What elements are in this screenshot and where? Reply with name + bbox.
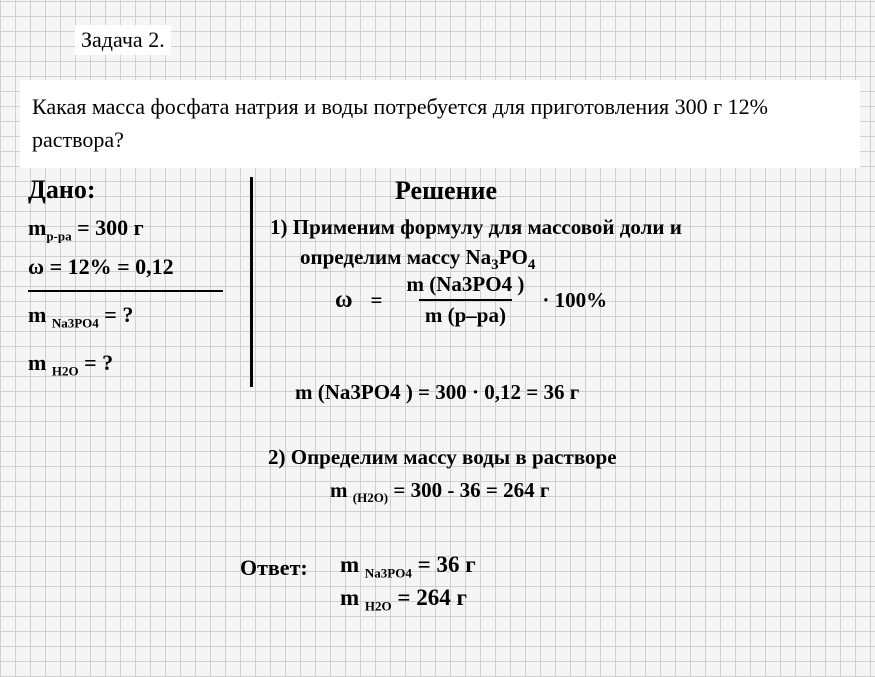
times-100: · 100% bbox=[542, 288, 607, 313]
ans2-post: = 264 г bbox=[392, 585, 467, 610]
ans2-pre: m bbox=[340, 585, 365, 610]
task-title: Задача 2. bbox=[75, 25, 171, 55]
problem-question: Какая масса фосфата натрия и воды потреб… bbox=[20, 80, 860, 168]
given-divider bbox=[28, 290, 223, 292]
fraction-denominator: m (р–ра) bbox=[419, 299, 512, 328]
step1b-after: PO bbox=[499, 245, 528, 269]
given-mass: mр-ра = 300 г bbox=[28, 215, 243, 244]
step1-line2: определим массу Na3PO4 bbox=[300, 245, 535, 274]
find1-sub: Na3PO4 bbox=[52, 316, 99, 331]
find2-sub: H2O bbox=[52, 363, 79, 378]
answer-1: m Na3PO4 = 36 г bbox=[340, 552, 476, 582]
find2-pre: m bbox=[28, 350, 52, 375]
equals-symbol: = bbox=[371, 288, 383, 313]
ans1-post: = 36 г bbox=[412, 552, 476, 577]
fraction: m (Na3PO4 ) m (р–ра) bbox=[401, 272, 531, 328]
find-mass-h2o: m H2O = ? bbox=[28, 350, 243, 379]
calculation-2: m (H2O) = 300 - 36 = 264 г bbox=[330, 478, 549, 506]
solution-header: Решение bbox=[395, 176, 497, 206]
mass-subscript: р-ра bbox=[46, 228, 71, 243]
calc2-pre: m bbox=[330, 478, 353, 502]
answer-2: m H2O = 264 г bbox=[340, 585, 467, 615]
given-header: Дано: bbox=[28, 175, 243, 205]
calculation-1: m (Na3PO4 ) = 300 · 0,12 = 36 г bbox=[295, 380, 579, 405]
step1b-text: определим массу Na bbox=[300, 245, 491, 269]
step1b-sub2: 4 bbox=[528, 257, 536, 273]
calc2-sub: (H2O) bbox=[353, 490, 388, 505]
given-omega: ω = 12% = 0,12 bbox=[28, 254, 243, 280]
find2-post: = ? bbox=[79, 350, 114, 375]
given-block: Дано: mр-ра = 300 г ω = 12% = 0,12 m Na3… bbox=[28, 175, 243, 379]
mass-value: = 300 г bbox=[72, 215, 144, 240]
step2-line1: 2) Определим массу воды в растворе bbox=[268, 445, 617, 470]
ans2-sub: H2O bbox=[365, 599, 392, 614]
mass-fraction-formula: ω = m (Na3PO4 ) m (р–ра) · 100% bbox=[335, 272, 607, 328]
fraction-numerator: m (Na3PO4 ) bbox=[401, 272, 531, 299]
vertical-divider bbox=[250, 177, 253, 387]
answer-label: Ответ: bbox=[240, 555, 308, 581]
ans1-sub: Na3PO4 bbox=[365, 566, 412, 581]
omega-symbol: ω bbox=[335, 287, 353, 314]
find-mass-na3po4: m Na3PO4 = ? bbox=[28, 302, 243, 331]
step1-line1: 1) Применим формулу для массовой доли и bbox=[270, 215, 682, 240]
mass-symbol: m bbox=[28, 215, 46, 240]
step1b-sub1: 3 bbox=[491, 257, 499, 273]
find1-pre: m bbox=[28, 302, 52, 327]
calc2-post: = 300 - 36 = 264 г bbox=[388, 478, 549, 502]
ans1-pre: m bbox=[340, 552, 365, 577]
find1-post: = ? bbox=[99, 302, 134, 327]
